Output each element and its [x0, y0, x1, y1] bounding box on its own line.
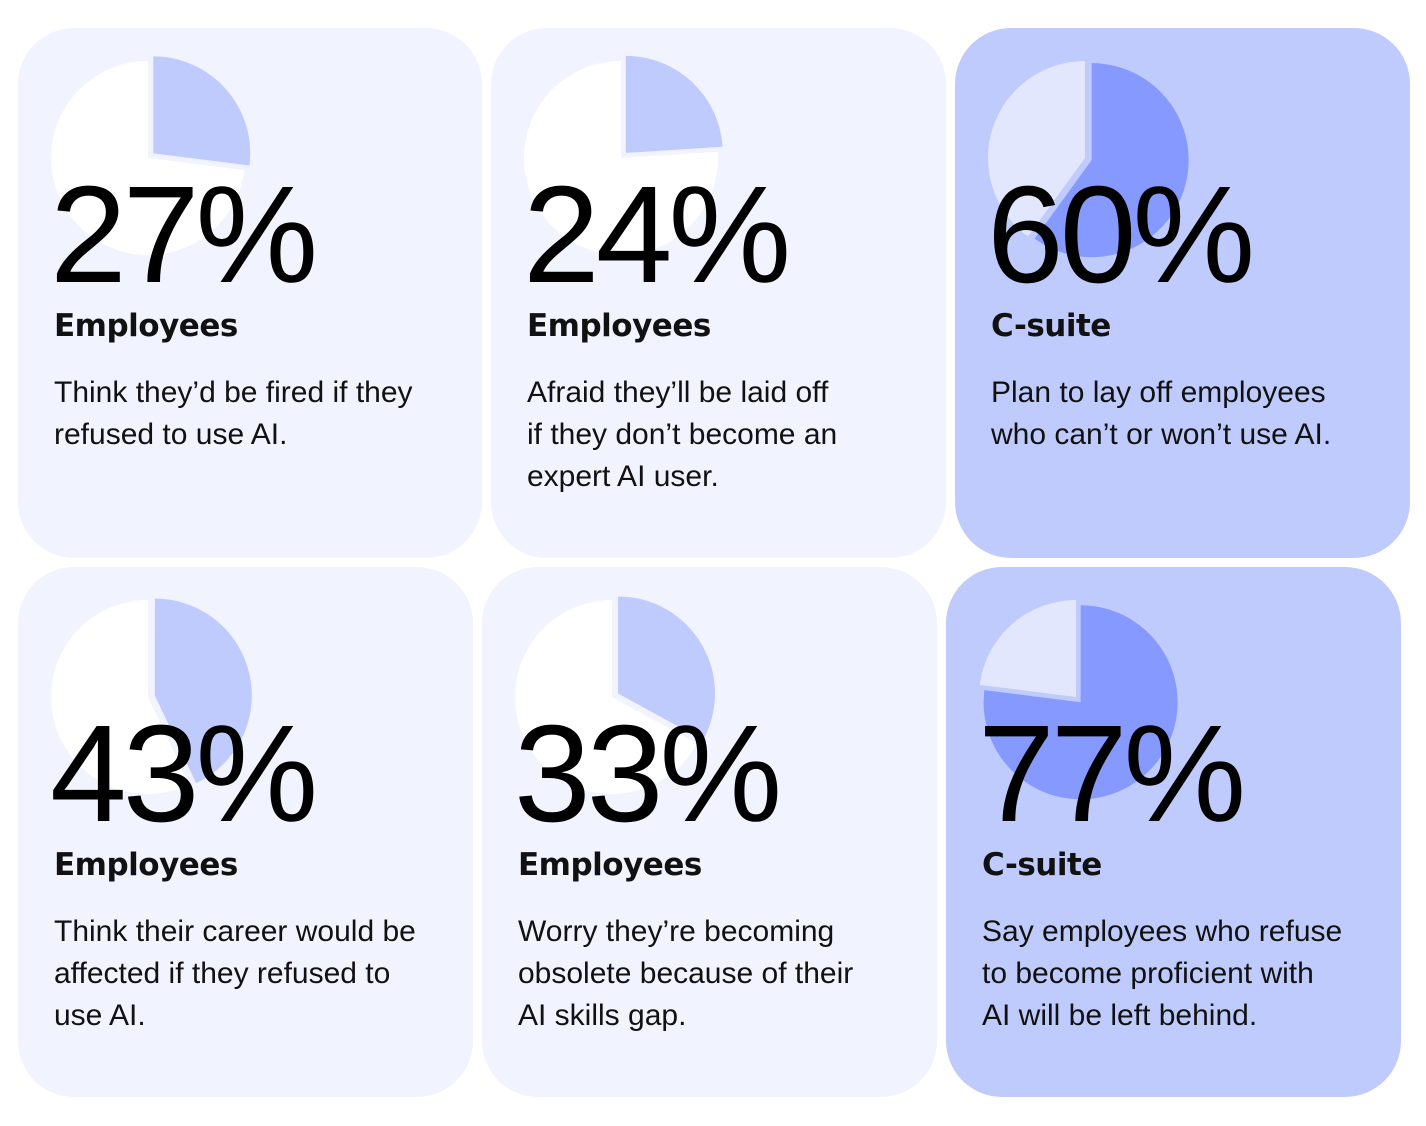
- pie-value-slice: [1034, 63, 1189, 258]
- stat-percentage: 27%: [50, 158, 318, 312]
- stat-description: Think they’d be fired if they refused to…: [54, 372, 454, 456]
- pie-chart: [514, 596, 716, 794]
- description-line: Plan to lay off employees: [991, 376, 1326, 409]
- description-line: to become proficient with: [982, 957, 1314, 990]
- description-line: refused to use AI.: [54, 418, 288, 451]
- pie-remainder-slice: [979, 600, 1076, 697]
- stat-description: Worry they’re becoming obsolete because …: [518, 911, 918, 1037]
- stat-card: 60% C-suite Plan to lay off employees wh…: [955, 28, 1410, 558]
- description-line: Say employees who refuse: [982, 915, 1343, 948]
- stat-description: Afraid they’ll be laid off if they don’t…: [527, 372, 927, 498]
- stat-percentage: 43%: [50, 697, 318, 851]
- pie-value-slice: [618, 596, 716, 741]
- pie-remainder-slice: [988, 61, 1085, 237]
- description-line: AI skills gap.: [518, 999, 687, 1032]
- pie-remainder-slice: [514, 600, 697, 794]
- stat-percentage: 77%: [978, 697, 1246, 851]
- stat-description: Plan to lay off employees who can’t or w…: [991, 372, 1391, 456]
- pie-value-slice: [153, 56, 251, 166]
- description-line: expert AI user.: [527, 460, 719, 493]
- pie-chart: [524, 55, 723, 255]
- stat-percentage: 24%: [523, 158, 791, 312]
- description-line: affected if they refused to: [54, 957, 391, 990]
- description-line: Think they’d be fired if they: [54, 376, 413, 409]
- stat-percentage: 60%: [987, 158, 1255, 312]
- description-line: who can’t or won’t use AI.: [991, 418, 1332, 451]
- stat-group: C-suite: [982, 847, 1102, 883]
- pie-chart: [51, 598, 252, 794]
- stat-card: 43% Employees Think their career would b…: [18, 567, 473, 1097]
- pie-chart: [51, 56, 251, 255]
- stat-description: Say employees who refuse to become profi…: [982, 911, 1382, 1037]
- description-line: Worry they’re becoming: [518, 915, 835, 948]
- stat-group: C-suite: [991, 308, 1111, 344]
- pie-value-slice: [625, 55, 723, 153]
- stat-card: 77% C-suite Say employees who refuse to …: [946, 567, 1401, 1097]
- stat-group: Employees: [518, 847, 702, 883]
- pie-value-slice: [983, 605, 1178, 800]
- description-line: AI will be left behind.: [982, 999, 1258, 1032]
- description-line: obsolete because of their: [518, 957, 854, 990]
- pie-remainder-slice: [51, 600, 190, 794]
- pie-remainder-slice: [524, 61, 719, 255]
- pie-remainder-slice: [51, 61, 245, 255]
- stat-card: 33% Employees Worry they’re becoming obs…: [482, 567, 937, 1097]
- description-line: Think their career would be: [54, 915, 416, 948]
- pie-value-slice: [154, 598, 252, 784]
- pie-chart: [988, 61, 1189, 258]
- description-line: Afraid they’ll be laid off: [527, 376, 829, 409]
- stat-description: Think their career would be affected if …: [54, 911, 454, 1037]
- stat-card: 24% Employees Afraid they’ll be laid off…: [491, 28, 946, 558]
- description-line: use AI.: [54, 999, 146, 1032]
- stat-group: Employees: [54, 847, 238, 883]
- stat-group: Employees: [527, 308, 711, 344]
- stat-percentage: 33%: [514, 697, 782, 851]
- pie-chart: [979, 600, 1178, 800]
- stat-group: Employees: [54, 308, 238, 344]
- stat-card: 27% Employees Think they’d be fired if t…: [18, 28, 482, 558]
- description-line: if they don’t become an: [527, 418, 838, 451]
